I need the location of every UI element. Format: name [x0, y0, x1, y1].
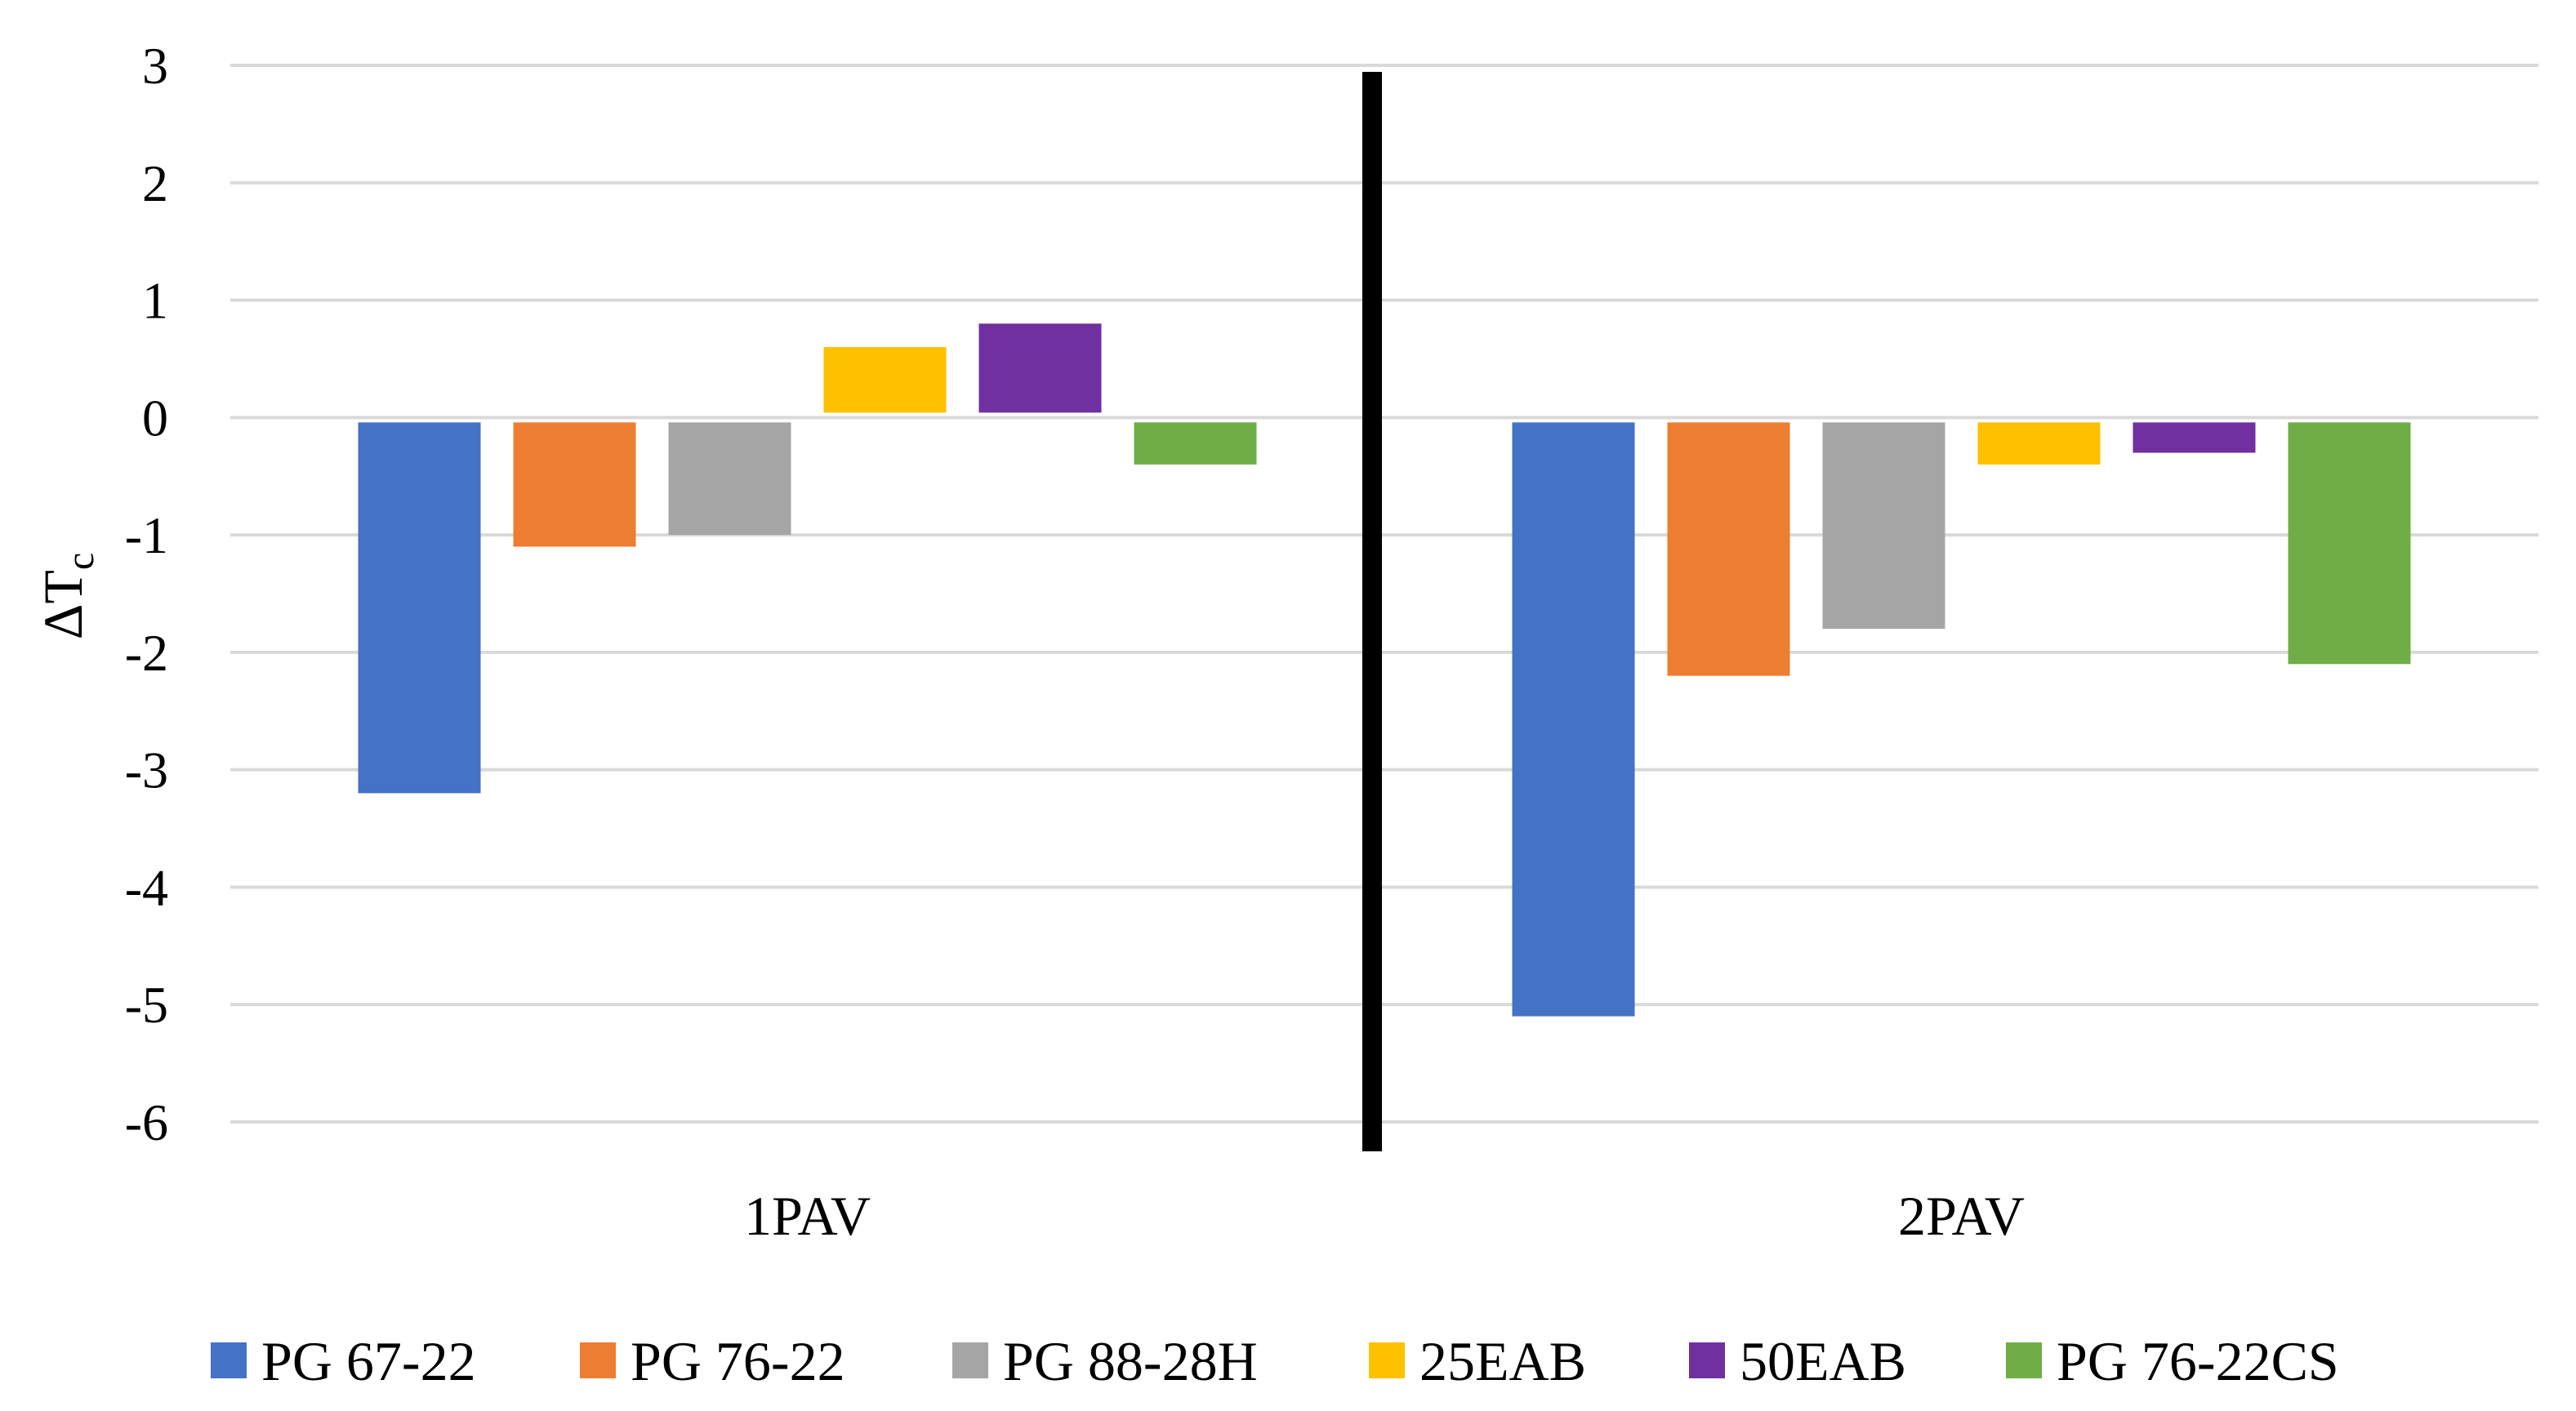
legend-label: PG 76-22 — [631, 1330, 845, 1392]
bar-pg-67-22-1pav — [358, 422, 481, 794]
legend-swatch — [211, 1342, 247, 1378]
legend-label: PG 67-22 — [261, 1330, 476, 1392]
bar-pg-88-28h-1pav — [668, 422, 791, 536]
bar-pg-76-22cs-1pav — [1134, 422, 1257, 465]
bar-25eab-1pav — [823, 347, 947, 413]
y-tick-label: 3 — [142, 37, 168, 95]
gridlines — [230, 64, 2538, 1124]
legend-item: 50EAB — [1689, 1330, 1906, 1392]
legend-item: PG 67-22 — [211, 1330, 476, 1392]
legend: PG 67-22 PG 76-22 PG 88-28H 25EAB 50EAB PG 76… — [211, 1330, 2339, 1392]
bar-50eab-2pav — [2133, 422, 2256, 453]
y-tick-label: 0 — [142, 389, 168, 447]
legend-swatch — [2006, 1342, 2042, 1378]
x-category-label: 2PAV — [1898, 1185, 2025, 1247]
y-tick-label: -6 — [125, 1093, 168, 1151]
legend-label: PG 76-22CS — [2057, 1330, 2339, 1392]
y-tick-label: -3 — [125, 741, 168, 799]
y-axis-title: ΔTc — [32, 553, 102, 640]
x-axis-categories: 1PAV 2PAV — [744, 1185, 2025, 1247]
y-axis-ticks: 3 2 1 0 -1 -2 -3 -4 -5 -6 — [125, 37, 168, 1151]
legend-item: PG 76-22 — [580, 1330, 845, 1392]
y-tick-label: 1 — [142, 272, 168, 330]
bar-pg-67-22-2pav — [1512, 422, 1635, 1017]
bar-50eab-1pav — [978, 323, 1102, 413]
legend-item: PG 88-28H — [952, 1330, 1258, 1392]
legend-label: 50EAB — [1740, 1330, 1906, 1392]
bar-pg-88-28h-2pav — [1822, 422, 1945, 630]
legend-swatch — [1689, 1342, 1725, 1378]
legend-label: PG 88-28H — [1003, 1330, 1258, 1392]
x-category-label: 1PAV — [744, 1185, 871, 1247]
bar-25eab-2pav — [1977, 422, 2101, 465]
legend-item: 25EAB — [1369, 1330, 1586, 1392]
y-tick-label: -4 — [125, 858, 168, 916]
y-tick-label: 2 — [142, 154, 168, 212]
y-axis-label: ΔTc — [32, 553, 102, 640]
legend-swatch — [952, 1342, 988, 1378]
bars — [358, 323, 2411, 1017]
y-tick-label: -1 — [125, 506, 168, 564]
y-tick-label: -2 — [125, 624, 168, 682]
legend-swatch — [580, 1342, 616, 1378]
legend-label: 25EAB — [1419, 1330, 1586, 1392]
legend-item: PG 76-22CS — [2006, 1330, 2339, 1392]
legend-swatch — [1369, 1342, 1405, 1378]
y-tick-label: -5 — [125, 976, 168, 1034]
bar-pg-76-22-1pav — [513, 422, 636, 547]
bar-pg-76-22cs-2pav — [2288, 422, 2411, 665]
bar-pg-76-22-2pav — [1667, 422, 1790, 676]
